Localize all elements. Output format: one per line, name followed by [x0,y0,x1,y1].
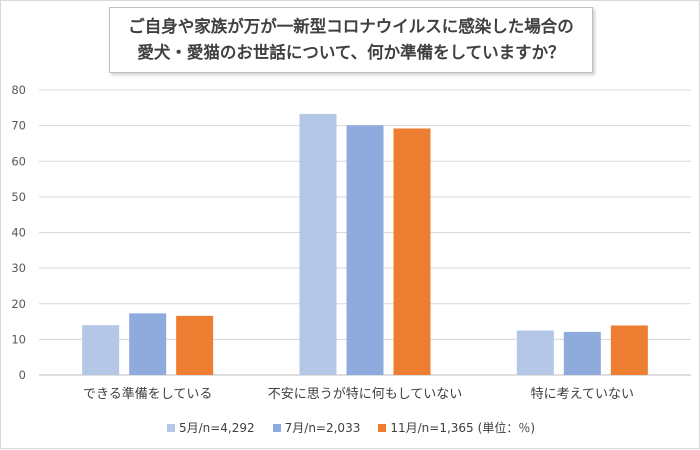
bars [82,113,648,376]
y-tick-label-0: 0 [19,368,26,382]
y-tick-label-70: 70 [11,119,26,133]
legend-swatch-may [166,423,175,432]
chart-title: ご自身や家族が万が一新型コロナウイルスに感染した場合の 愛犬・愛猫のお世話につい… [109,7,593,73]
bar-cat1-series2 [393,128,431,375]
bar-cat2-series2 [610,325,648,375]
bar-cat0-series1 [129,313,167,375]
legend-label-november: 11月/n=1,365 [390,421,474,435]
x-category-label-2: 特に考えていない [531,387,634,402]
chart-title-line-2: 愛犬・愛猫のお世話について、何か準備をしていますか？ [137,43,565,62]
bar-cat1-series0 [299,113,337,376]
bar-cat0-series2 [176,315,214,375]
legend-label-may: 5月/n=4,292 [178,421,255,435]
bar-cat2-series0 [516,330,554,375]
bar-cat1-series1 [346,125,384,375]
legend-label-july: 7月/n=2,033 [284,421,361,435]
y-tick-label-50: 50 [11,190,26,204]
legend-swatch-november [378,423,387,432]
y-tick-label-60: 60 [11,154,26,168]
chart-title-line-1: ご自身や家族が万が一新型コロナウイルスに感染した場合の [128,17,574,36]
y-axis-ticks: 0 10 20 30 40 50 60 70 80 [11,83,26,382]
y-tick-label-80: 80 [11,83,26,97]
bar-cat2-series1 [563,331,601,375]
x-axis-categories: できる準備をしている 不安に思うが特に何もしていない 特に考えていない [83,386,634,402]
y-tick-label-30: 30 [11,261,26,275]
x-category-label-1: 不安に思うが特に何もしていない [268,386,463,402]
y-tick-label-20: 20 [11,297,26,311]
y-tick-label-40: 40 [11,226,26,240]
legend-item-may: 5月/n=4,292 [166,419,255,436]
y-tick-label-10: 10 [11,332,26,346]
legend-unit-note: (単位：％) [477,421,536,435]
x-category-label-0: できる準備をしている [83,386,212,402]
legend-item-july: 7月/n=2,033 [272,419,361,436]
bar-cat0-series0 [82,325,120,375]
legend: 5月/n=4,292 7月/n=2,033 11月/n=1,365 (単位：％) [1,419,700,436]
legend-item-november: 11月/n=1,365 (単位：％) [378,419,535,436]
legend-swatch-july [272,423,281,432]
